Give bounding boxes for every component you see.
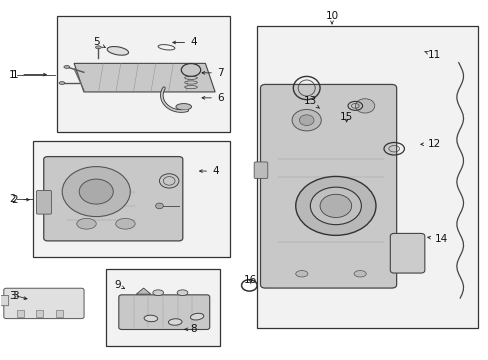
Text: 2: 2 bbox=[12, 195, 29, 204]
Ellipse shape bbox=[353, 271, 366, 277]
FancyBboxPatch shape bbox=[389, 233, 424, 273]
Ellipse shape bbox=[190, 313, 203, 320]
Ellipse shape bbox=[168, 319, 182, 325]
Ellipse shape bbox=[176, 104, 191, 110]
Text: 3: 3 bbox=[12, 291, 27, 301]
FancyBboxPatch shape bbox=[43, 157, 183, 241]
FancyBboxPatch shape bbox=[37, 190, 51, 214]
Polygon shape bbox=[136, 288, 151, 294]
Ellipse shape bbox=[299, 115, 313, 126]
Ellipse shape bbox=[59, 82, 65, 85]
Text: 5: 5 bbox=[93, 37, 105, 48]
Ellipse shape bbox=[295, 176, 375, 235]
Bar bbox=[17, 310, 24, 317]
Text: 1: 1 bbox=[12, 69, 46, 80]
Text: 4: 4 bbox=[172, 37, 196, 48]
Text: 15: 15 bbox=[339, 112, 352, 122]
Ellipse shape bbox=[64, 66, 70, 68]
Text: 16: 16 bbox=[244, 275, 257, 285]
Ellipse shape bbox=[79, 179, 113, 204]
FancyBboxPatch shape bbox=[260, 85, 396, 288]
Text: 9: 9 bbox=[115, 280, 124, 291]
Text: 11: 11 bbox=[424, 50, 440, 60]
Ellipse shape bbox=[295, 271, 307, 277]
Text: 1: 1 bbox=[9, 69, 15, 80]
FancyBboxPatch shape bbox=[254, 162, 267, 179]
Ellipse shape bbox=[355, 99, 374, 113]
Bar bbox=[33, 141, 229, 257]
FancyBboxPatch shape bbox=[4, 288, 84, 319]
Ellipse shape bbox=[181, 64, 201, 76]
Ellipse shape bbox=[155, 203, 163, 209]
Text: 3: 3 bbox=[9, 291, 15, 301]
Bar bbox=[106, 269, 220, 346]
Text: 12: 12 bbox=[420, 139, 440, 149]
Ellipse shape bbox=[177, 290, 187, 296]
Ellipse shape bbox=[116, 219, 135, 229]
Bar bbox=[57, 16, 229, 132]
Ellipse shape bbox=[62, 167, 130, 217]
Text: 6: 6 bbox=[202, 93, 223, 103]
Bar bbox=[256, 26, 477, 328]
FancyBboxPatch shape bbox=[119, 295, 209, 329]
Ellipse shape bbox=[153, 290, 163, 296]
Text: 13: 13 bbox=[303, 96, 319, 108]
Ellipse shape bbox=[77, 219, 96, 229]
Ellipse shape bbox=[320, 194, 351, 217]
Bar bbox=[56, 310, 62, 317]
Ellipse shape bbox=[107, 46, 128, 55]
Ellipse shape bbox=[310, 187, 361, 225]
Bar bbox=[36, 310, 43, 317]
Text: 7: 7 bbox=[202, 68, 223, 78]
FancyBboxPatch shape bbox=[0, 296, 9, 306]
Text: 8: 8 bbox=[184, 324, 196, 334]
Text: 2: 2 bbox=[9, 194, 15, 203]
Ellipse shape bbox=[291, 109, 321, 131]
Ellipse shape bbox=[95, 46, 101, 49]
Text: 14: 14 bbox=[427, 234, 447, 244]
Text: 10: 10 bbox=[325, 11, 338, 24]
Ellipse shape bbox=[144, 315, 157, 321]
Polygon shape bbox=[74, 63, 215, 92]
Text: 4: 4 bbox=[199, 166, 218, 176]
